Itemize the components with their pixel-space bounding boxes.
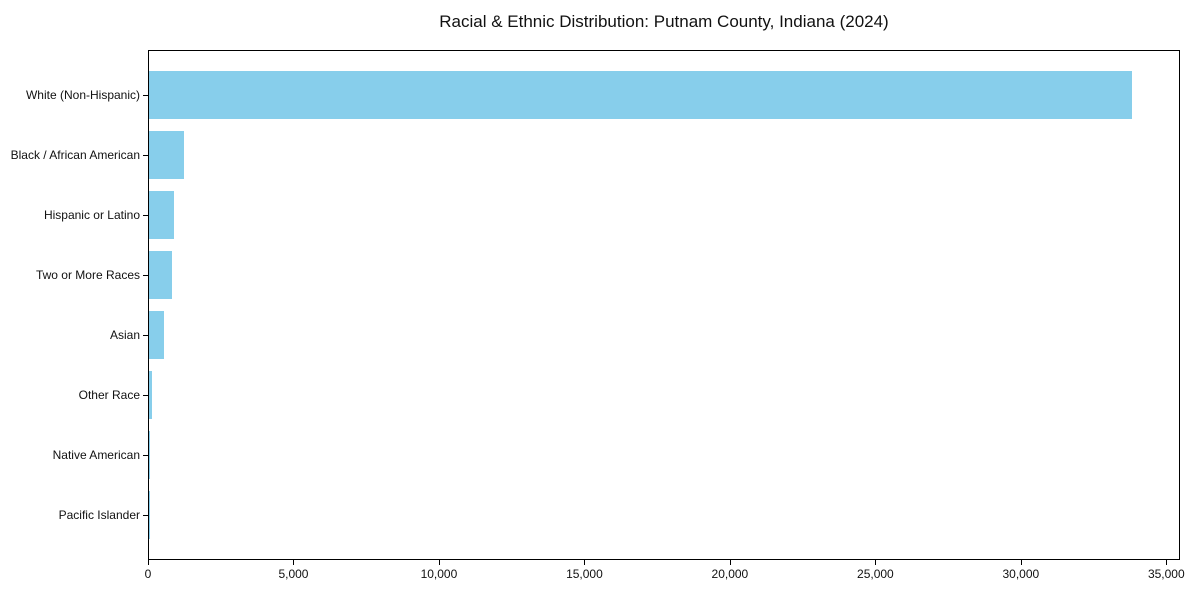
y-tick-label: Black / African American <box>10 148 140 162</box>
plot-area <box>148 50 1180 560</box>
x-tick-mark <box>875 560 877 565</box>
x-tick-label: 15,000 <box>566 567 603 581</box>
y-tick-label: Pacific Islander <box>58 508 140 522</box>
x-tick-mark <box>584 560 586 565</box>
y-tick-label: Asian <box>109 328 140 342</box>
bar-native-american <box>149 431 151 479</box>
chart-title: Racial & Ethnic Distribution: Putnam Cou… <box>439 12 889 31</box>
x-tick-label: 10,000 <box>420 567 458 581</box>
x-tick-mark <box>293 560 295 565</box>
bar-asian <box>149 311 164 359</box>
y-tick-label: Native American <box>52 448 140 462</box>
x-tick-mark <box>148 560 149 565</box>
y-tick-label: Two or More Races <box>35 268 140 282</box>
bar-other-race <box>149 371 152 419</box>
bar-white-non-hispanic <box>149 71 1133 119</box>
x-tick-mark <box>729 560 731 565</box>
x-tick-label: 25,000 <box>857 567 894 581</box>
x-tick-label: 20,000 <box>711 567 749 581</box>
y-tick-label: Hispanic or Latino <box>43 208 140 222</box>
y-axis-labels: White (Non-Hispanic) Black / African Amer… <box>0 50 140 560</box>
bar-black-african-american <box>149 131 184 179</box>
x-tick-mark <box>1166 560 1168 565</box>
y-tick-label: White (Non-Hispanic) <box>25 88 140 102</box>
x-tick-mark <box>1020 560 1022 565</box>
x-tick-label: 0 <box>144 567 152 581</box>
x-tick-mark <box>438 560 440 565</box>
y-tick-label: Other Race <box>78 388 140 402</box>
bar-hispanic-or-latino <box>149 191 175 239</box>
x-tick-label: 30,000 <box>1002 567 1040 581</box>
x-tick-label: 35,000 <box>1147 567 1185 581</box>
x-tick-label: 5,000 <box>278 567 309 581</box>
bar-two-or-more-races <box>149 251 173 299</box>
